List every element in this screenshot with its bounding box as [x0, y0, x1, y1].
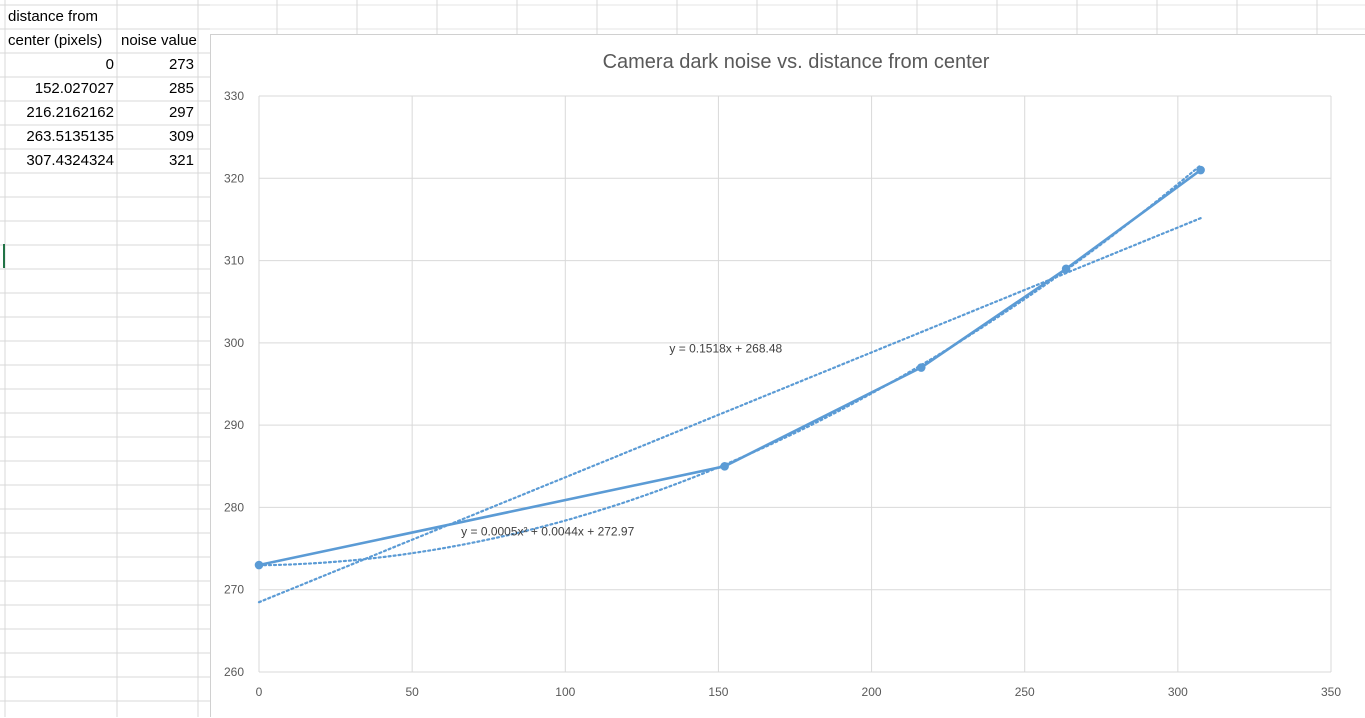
- cell-noise[interactable]: 273: [168, 56, 194, 73]
- cell-distance[interactable]: 307.4324324: [26, 152, 114, 169]
- active-cell-cursor: [3, 244, 5, 268]
- cell-distance[interactable]: 216.2162162: [26, 104, 114, 121]
- data-point[interactable]: [916, 363, 926, 372]
- data-point[interactable]: [720, 461, 729, 471]
- x-tick-label: 300: [1168, 685, 1188, 699]
- data-point[interactable]: [1061, 264, 1071, 274]
- trendline-equation-label[interactable]: y = 0.0005x² + 0.0044x + 272.97: [461, 524, 634, 538]
- data-point[interactable]: [254, 560, 264, 570]
- y-tick-label: 320: [224, 171, 244, 185]
- header-distance-line2[interactable]: center (pixels): [8, 32, 103, 49]
- y-tick-label: 260: [224, 665, 244, 679]
- x-tick-label: 200: [862, 685, 882, 699]
- header-distance-line1[interactable]: distance from: [8, 8, 99, 25]
- data-point[interactable]: [1196, 165, 1205, 175]
- cell-noise[interactable]: 285: [168, 80, 194, 97]
- chart-title: Camera dark noise vs. distance from cent…: [603, 51, 990, 73]
- y-tick-label: 280: [224, 500, 244, 514]
- y-tick-label: 290: [224, 418, 244, 432]
- cell-distance[interactable]: 263.5135135: [26, 128, 114, 145]
- x-tick-label: 50: [405, 685, 419, 699]
- y-tick-label: 330: [224, 89, 244, 103]
- x-tick-label: 150: [708, 685, 728, 699]
- header-noise-value[interactable]: noise value: [121, 32, 197, 49]
- cell-distance[interactable]: 152.027027: [34, 80, 114, 97]
- cell-noise[interactable]: 297: [168, 104, 194, 121]
- polynomial-trendline[interactable]: [257, 164, 1202, 567]
- trendline-equation-label[interactable]: y = 0.1518x + 268.48: [669, 342, 782, 356]
- x-tick-label: 100: [555, 685, 575, 699]
- y-tick-label: 310: [224, 254, 244, 268]
- linear-trendline[interactable]: [257, 217, 1202, 604]
- y-tick-label: 300: [224, 336, 244, 350]
- x-tick-label: 250: [1015, 685, 1035, 699]
- x-tick-label: 350: [1321, 685, 1341, 699]
- chart-area[interactable]: Camera dark noise vs. distance from cent…: [210, 34, 1365, 717]
- chart-plot[interactable]: Camera dark noise vs. distance from cent…: [211, 35, 1365, 718]
- cell-noise[interactable]: 321: [168, 152, 194, 169]
- y-tick-label: 270: [224, 583, 244, 597]
- cell-noise[interactable]: 309: [168, 128, 194, 145]
- series-line[interactable]: [258, 169, 1202, 567]
- cell-distance[interactable]: 0: [105, 56, 114, 73]
- x-tick-label: 0: [256, 685, 263, 699]
